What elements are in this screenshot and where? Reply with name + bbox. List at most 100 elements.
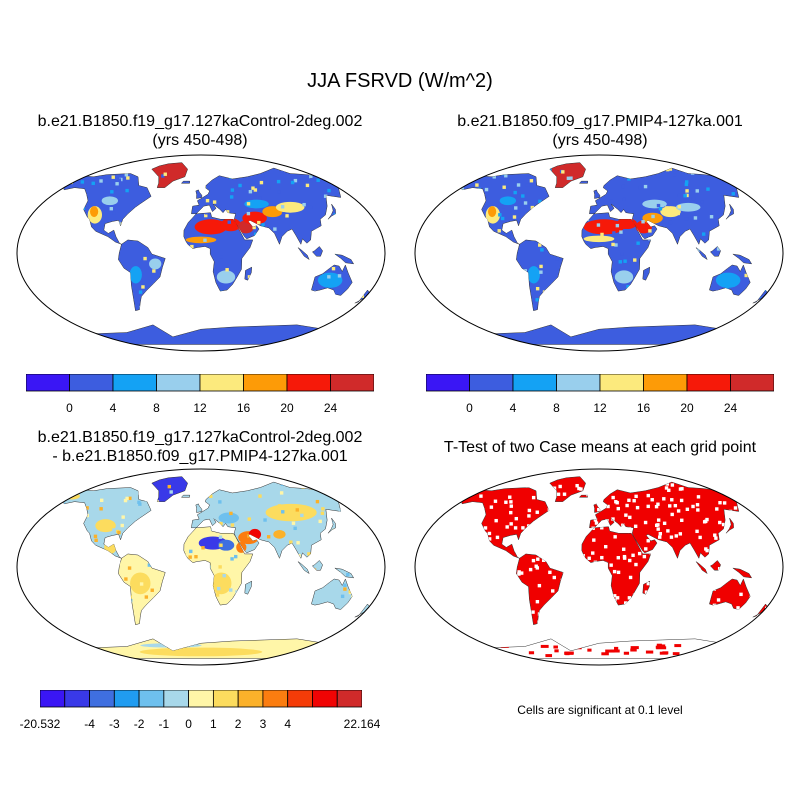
grid-cell — [695, 529, 699, 534]
grid-cell — [551, 589, 555, 593]
colorbar-box — [262, 689, 289, 708]
grid-cell — [225, 268, 229, 272]
grid-cell — [628, 515, 632, 520]
grid-cell — [205, 198, 210, 203]
grid-cell — [293, 526, 297, 531]
grid-cell — [218, 500, 222, 504]
grid-cell — [684, 217, 689, 221]
panel-3-title: b.e21.B1850.f19_g17.127kaControl-2deg.00… — [0, 428, 400, 466]
grid-cell — [577, 486, 581, 491]
grid-cell — [642, 554, 647, 559]
panel-3-title-line1: b.e21.B1850.f19_g17.127kaControl-2deg.00… — [37, 429, 363, 446]
grid-cell — [504, 174, 508, 178]
grid-cell — [685, 507, 690, 511]
grid-cell — [491, 654, 499, 658]
grid-cell — [267, 186, 271, 190]
colorbar-box — [730, 373, 775, 392]
grid-cell — [535, 566, 540, 570]
land-japan — [327, 203, 336, 220]
panel-3-title-line2: - b.e21.B1850.f09_g17.PMIP4-127ka.001 — [52, 448, 348, 465]
land-uk — [195, 503, 203, 513]
grid-cell — [450, 315, 453, 318]
grid-cell — [679, 498, 684, 503]
grid-cell — [494, 518, 498, 523]
grid-cell — [718, 650, 724, 654]
grid-cell — [625, 503, 629, 508]
land-northAmerica — [461, 173, 550, 245]
grid-cell — [531, 495, 536, 500]
grid-cell — [622, 554, 627, 559]
land-sumatra — [695, 561, 708, 575]
grid-cell — [251, 186, 255, 190]
grid-cell — [257, 220, 261, 225]
field-patch — [527, 266, 540, 284]
grid-cell — [321, 507, 325, 511]
grid-cell — [212, 200, 217, 204]
map-border — [414, 154, 784, 352]
grid-cell — [348, 631, 353, 635]
grid-cell — [548, 570, 552, 575]
land-borneo — [312, 246, 323, 257]
colorbar-box — [556, 373, 601, 392]
land-newguinea — [334, 253, 355, 265]
grid-cell — [698, 535, 702, 540]
grid-cell — [229, 511, 233, 516]
grid-cell — [502, 185, 506, 189]
grid-cell — [600, 232, 604, 237]
colorbar-tick-label: 20 — [680, 401, 694, 415]
grid-cell — [623, 259, 627, 263]
grid-cell — [277, 504, 282, 508]
grid-cell — [762, 298, 766, 303]
grid-cell — [219, 543, 223, 547]
grid-cell — [117, 530, 121, 535]
grid-cell — [730, 493, 734, 497]
land-madagascar — [244, 580, 253, 595]
grid-cell — [709, 483, 714, 487]
grid-cell — [126, 176, 130, 180]
grid-cell — [125, 188, 129, 193]
land-iceland — [180, 180, 191, 184]
grid-cell — [125, 496, 129, 501]
grid-cell — [119, 561, 124, 566]
grid-cell — [224, 597, 228, 602]
grid-cell — [752, 505, 756, 509]
colorbar-tick-label: 8 — [153, 401, 160, 415]
grid-cell — [666, 529, 670, 533]
grid-cell — [733, 506, 738, 510]
grid-cell — [597, 507, 601, 512]
grid-cell — [611, 517, 615, 521]
field-patch — [129, 266, 142, 284]
grid-cell — [619, 230, 623, 234]
land-greenland — [151, 162, 188, 188]
grid-cell — [592, 538, 596, 542]
field-patch — [101, 196, 119, 206]
grid-cell — [344, 593, 348, 597]
grid-cell — [218, 535, 223, 539]
grid-cell — [542, 253, 546, 258]
grid-cell — [500, 216, 505, 221]
grid-cell — [670, 512, 674, 517]
grid-cell — [556, 492, 561, 496]
grid-cell — [714, 536, 718, 540]
grid-cell — [656, 646, 667, 650]
colorbar-tick-label: 0 — [466, 401, 473, 415]
grid-cell — [736, 606, 740, 610]
grid-cell — [638, 185, 642, 190]
grid-cell — [627, 498, 631, 503]
grid-cell — [238, 183, 242, 188]
land-eurasia — [191, 481, 351, 559]
grid-cell — [637, 551, 642, 556]
grid-cell — [263, 518, 267, 522]
grid-cell — [315, 499, 320, 504]
grid-cell — [124, 577, 128, 581]
colorbar-tick-label: 4 — [509, 401, 517, 415]
grid-cell — [632, 499, 636, 503]
grid-cell — [137, 500, 141, 505]
grid-cell — [545, 654, 553, 658]
field-patch — [265, 503, 317, 522]
grid-cell — [509, 522, 513, 526]
grid-cell — [475, 647, 481, 651]
grid-cell — [662, 497, 666, 501]
grid-cell — [562, 492, 567, 496]
grid-cell — [222, 573, 226, 578]
